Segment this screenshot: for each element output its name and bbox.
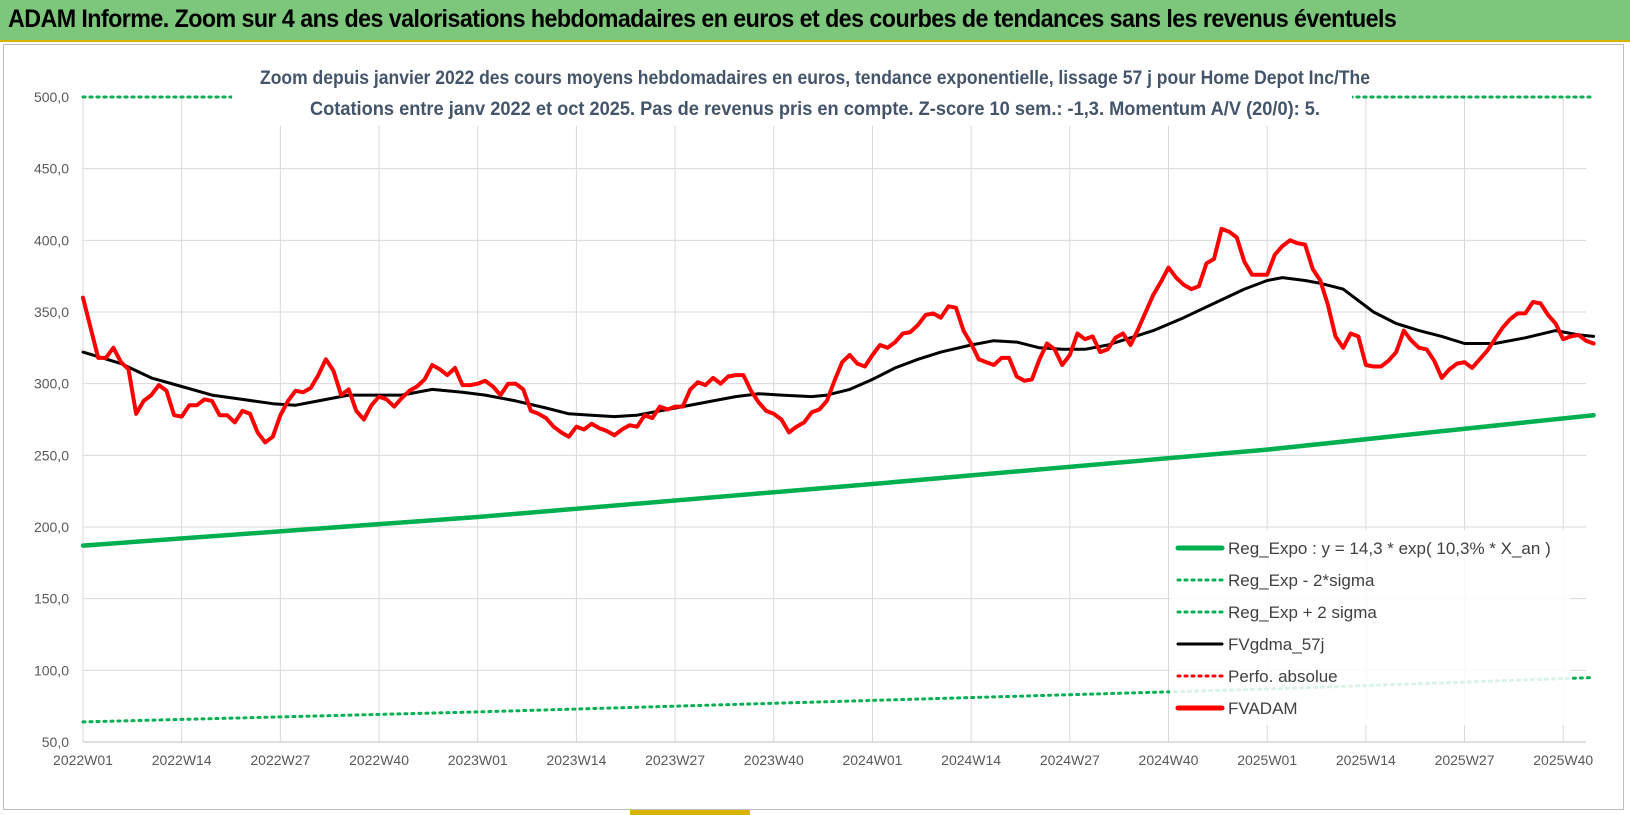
x-tick-label: 2023W14	[546, 752, 606, 768]
chart-title-box	[232, 60, 1352, 126]
legend-label: Reg_Expo : y = 14,3 * exp( 10,3% * X_an …	[1228, 539, 1551, 558]
y-tick-label: 400,0	[34, 232, 69, 248]
x-tick-label: 2024W27	[1040, 752, 1100, 768]
x-tick-label: 2024W14	[941, 752, 1001, 768]
x-tick-label: 2022W01	[53, 752, 113, 768]
y-tick-label: 200,0	[34, 519, 69, 535]
legend-label: FVADAM	[1228, 699, 1298, 718]
chart-title-line1: Zoom depuis janvier 2022 des cours moyen…	[260, 68, 1370, 89]
y-tick-label: 500,0	[34, 89, 69, 105]
x-tick-label: 2025W01	[1237, 752, 1297, 768]
x-tick-label: 2022W14	[152, 752, 212, 768]
y-tick-label: 100,0	[34, 662, 69, 678]
series-fvadam	[81, 226, 1596, 445]
series-fvgdma-57j	[81, 276, 1596, 419]
x-tick-label: 2023W27	[645, 752, 705, 768]
x-tick-label: 2024W40	[1139, 752, 1199, 768]
y-tick-label: 50,0	[42, 734, 69, 750]
x-tick-label: 2024W01	[842, 752, 902, 768]
y-tick-label: 350,0	[34, 304, 69, 320]
x-tick-label: 2025W40	[1533, 752, 1593, 768]
header-banner: ADAM Informe. Zoom sur 4 ans des valoris…	[0, 0, 1630, 42]
legend-box	[1170, 530, 1570, 725]
page-title: ADAM Informe. Zoom sur 4 ans des valoris…	[8, 5, 1397, 33]
x-tick-label: 2023W01	[448, 752, 508, 768]
chart-frame	[3, 44, 1624, 810]
x-tick-label: 2023W40	[744, 752, 804, 768]
x-tick-label: 2025W14	[1336, 752, 1396, 768]
legend-label: Reg_Exp + 2 sigma	[1228, 603, 1377, 622]
x-tick-label: 2025W27	[1435, 752, 1495, 768]
y-tick-label: 450,0	[34, 161, 69, 177]
legend-label: Perfo. absolue	[1228, 667, 1338, 686]
chart-title-line2: Cotations entre janv 2022 et oct 2025. P…	[310, 99, 1320, 120]
bottom-accent-bar	[630, 810, 750, 815]
y-tick-label: 150,0	[34, 591, 69, 607]
series-reg-expo-y-14-3-exp-10-3-x-an	[80, 412, 1596, 548]
x-tick-label: 2022W27	[250, 752, 310, 768]
legend-label: Reg_Exp - 2*sigma	[1228, 571, 1375, 590]
y-tick-label: 300,0	[34, 376, 69, 392]
x-tick-label: 2022W40	[349, 752, 409, 768]
legend-label: FVgdma_57j	[1228, 635, 1324, 654]
y-tick-label: 250,0	[34, 447, 69, 463]
